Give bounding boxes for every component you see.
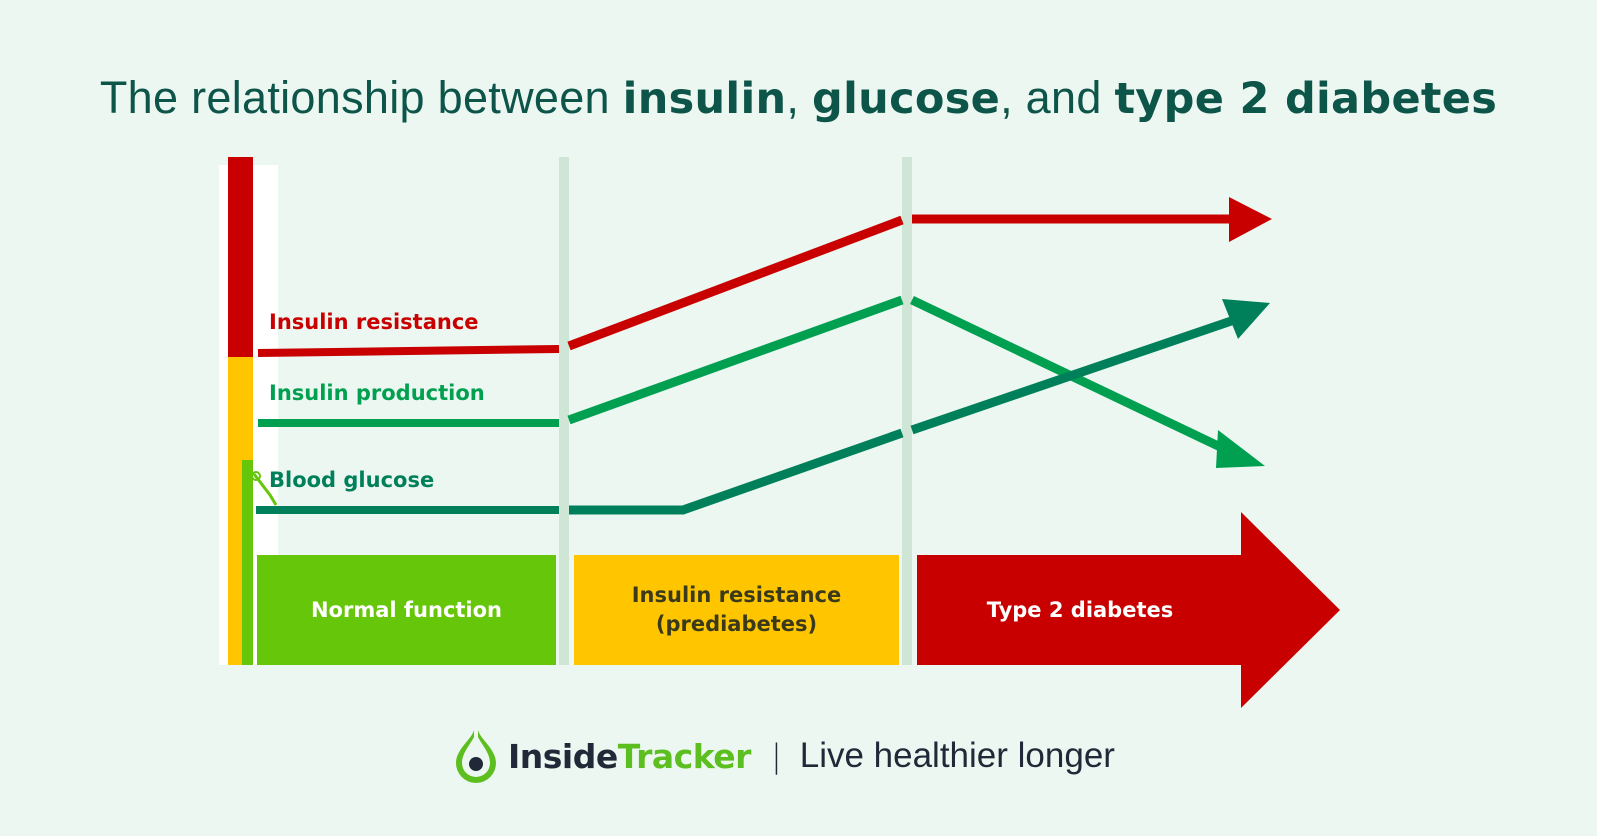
title-part: glucose (812, 74, 1001, 124)
blood-glucose-line (569, 428, 904, 515)
stage-prediabetes-line1: Insulin resistance (631, 583, 842, 607)
title-part: insulin (622, 74, 787, 124)
arrowhead-icon (1229, 197, 1272, 242)
pointer-dot-icon (251, 471, 261, 481)
insidetracker-logo-icon (456, 730, 496, 783)
stage-box-diabetes (917, 555, 1243, 665)
stage-divider (902, 157, 912, 665)
footer-separator: | (770, 737, 782, 775)
big-arrowhead-icon (1241, 512, 1340, 708)
tagline: Live healthier longer (799, 736, 1115, 775)
blood-glucose-line (910, 313, 1242, 435)
label-blood-glucose: Blood glucose (269, 468, 435, 492)
label-insulin-resistance: Insulin resistance (269, 310, 479, 334)
stage-divider (559, 157, 569, 665)
arrowhead-icon (1222, 299, 1270, 339)
title-part: type 2 diabetes (1114, 74, 1498, 124)
stage-diabetes-label: Type 2 diabetes (986, 597, 1174, 622)
insulin-resistance-line (257, 345, 560, 357)
insulin-production-line (567, 295, 904, 425)
title-part: , (786, 72, 813, 123)
stage-normal-label: Normal function (310, 597, 503, 622)
footer: InsideTracker | Live healthier longer (450, 728, 1115, 784)
stage-box-normal (257, 555, 556, 665)
brand-name: InsideTracker (508, 736, 751, 776)
title-part: , and (1000, 72, 1115, 123)
stage-prediabetes-line2: (prediabetes) (655, 612, 818, 636)
severity-bar-green (242, 460, 253, 665)
title-part: The relationship between (99, 72, 623, 123)
arrowhead-icon (1216, 430, 1265, 468)
severity-bar-red (228, 157, 253, 357)
page-title: The relationship between insulin, glucos… (0, 72, 1597, 124)
pointer-icon (252, 473, 278, 506)
insulin-resistance-line (567, 215, 904, 351)
stage-box-prediabetes (574, 555, 899, 665)
stage-prediabetes-label: Insulin resistance (prediabetes) (574, 555, 899, 665)
label-insulin-production: Insulin production (269, 381, 485, 405)
